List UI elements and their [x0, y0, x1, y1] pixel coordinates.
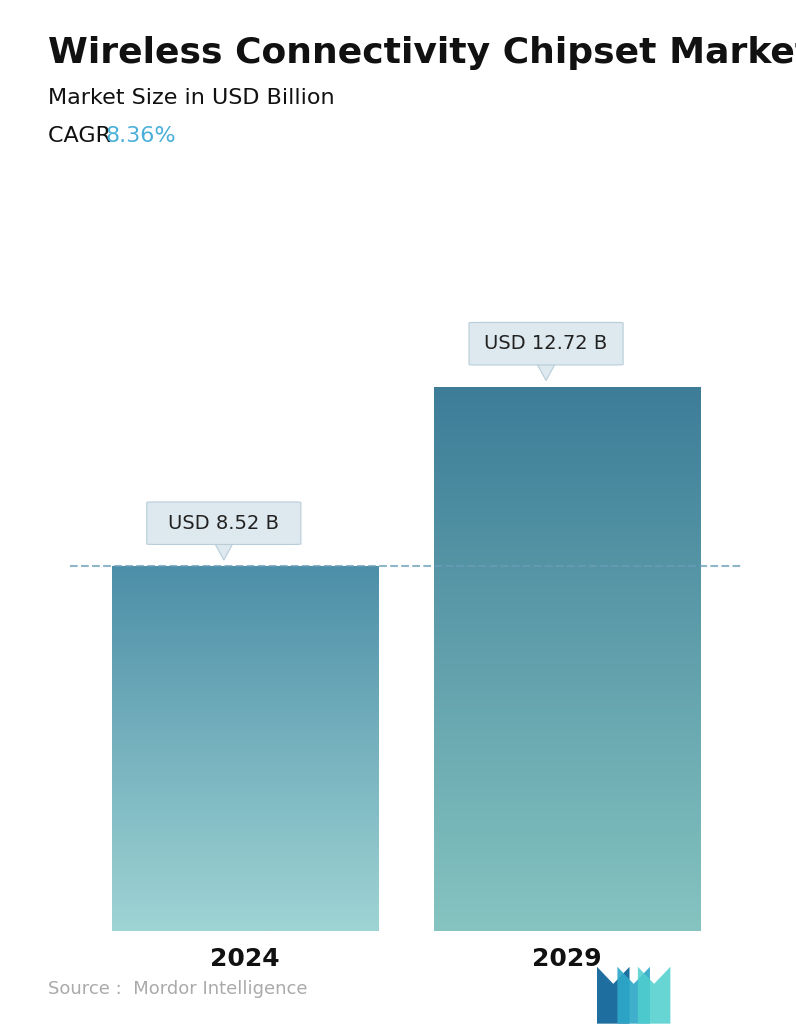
- Text: 8.36%: 8.36%: [105, 126, 176, 146]
- Polygon shape: [618, 967, 650, 1024]
- Polygon shape: [215, 544, 232, 560]
- FancyBboxPatch shape: [469, 323, 623, 365]
- Text: Market Size in USD Billion: Market Size in USD Billion: [48, 88, 334, 108]
- Text: Wireless Connectivity Chipset Market: Wireless Connectivity Chipset Market: [48, 36, 796, 70]
- Text: Source :  Mordor Intelligence: Source : Mordor Intelligence: [48, 980, 307, 998]
- Text: USD 8.52 B: USD 8.52 B: [168, 514, 279, 533]
- Polygon shape: [537, 365, 555, 381]
- Polygon shape: [638, 967, 670, 1024]
- Text: USD 12.72 B: USD 12.72 B: [485, 334, 607, 354]
- FancyBboxPatch shape: [146, 501, 301, 545]
- Text: CAGR: CAGR: [48, 126, 118, 146]
- Polygon shape: [597, 967, 630, 1024]
